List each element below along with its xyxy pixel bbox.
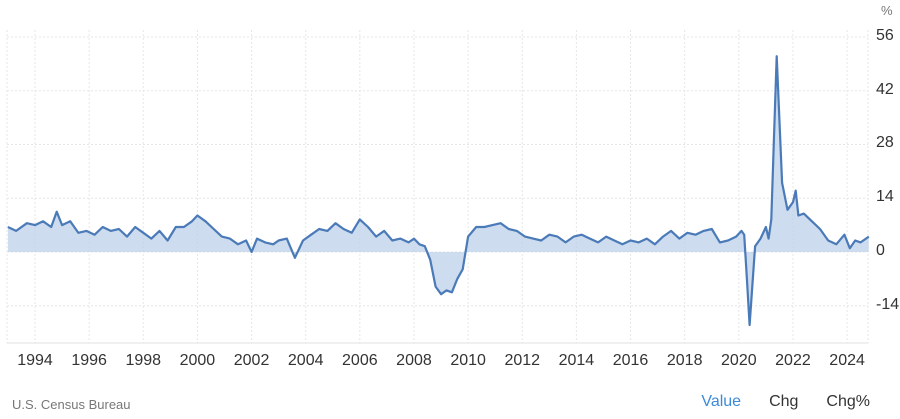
x-tick-label: 2008 <box>396 352 432 369</box>
x-tick-label: 2022 <box>775 352 811 369</box>
x-tick-label: 1994 <box>17 352 53 369</box>
grid-lines <box>6 30 869 343</box>
x-tick-label: 2010 <box>450 352 486 369</box>
y-tick-label: 0 <box>876 242 885 259</box>
x-tick-label: 2018 <box>666 352 703 369</box>
y-tick-label: 42 <box>876 80 894 98</box>
x-tick-label: 2016 <box>612 352 649 369</box>
y-tick-label: 56 <box>876 26 894 44</box>
x-tick-label: 2014 <box>558 352 595 369</box>
y-tick-label: 28 <box>876 134 894 152</box>
x-tick-label: 2024 <box>829 352 865 369</box>
y-tick-label: 14 <box>876 188 894 206</box>
unit-label: % <box>881 3 893 18</box>
source-label: U.S. Census Bureau <box>12 397 131 412</box>
x-tick-label: 2006 <box>342 352 378 369</box>
x-tick-label: 2002 <box>233 352 270 369</box>
tab-chg-percent[interactable]: Chg% <box>826 393 870 410</box>
data-area-fill <box>7 56 869 325</box>
x-tick-label: 2020 <box>721 352 757 369</box>
x-tick-label: 2004 <box>287 352 324 369</box>
x-tick-label: 2012 <box>504 352 541 369</box>
y-tick-label: -14 <box>876 295 900 313</box>
x-tick-label: 2000 <box>179 352 216 369</box>
tab-value[interactable]: Value <box>701 393 742 410</box>
data-line[interactable] <box>7 55 870 327</box>
x-tick-label: 1998 <box>125 352 162 369</box>
x-tick-label: 1996 <box>71 352 107 369</box>
tab-chg[interactable]: Chg <box>769 393 799 410</box>
view-tabs: Value Chg Chg% <box>701 393 870 411</box>
